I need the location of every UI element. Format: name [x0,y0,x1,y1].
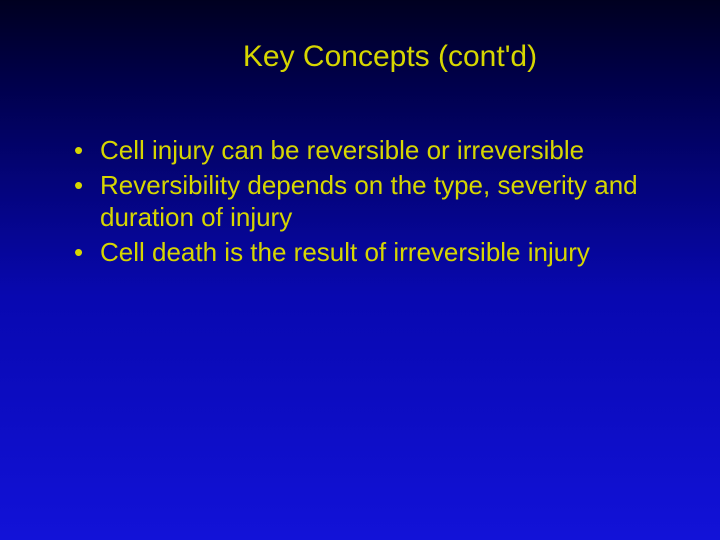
list-item: Reversibility depends on the type, sever… [70,169,670,234]
bullet-list: Cell injury can be reversible or irrever… [50,134,670,268]
list-item: Cell injury can be reversible or irrever… [70,134,670,167]
slide-title: Key Concepts (cont'd) [50,40,670,74]
list-item: Cell death is the result of irreversible… [70,236,670,269]
slide: Key Concepts (cont'd) Cell injury can be… [0,0,720,540]
